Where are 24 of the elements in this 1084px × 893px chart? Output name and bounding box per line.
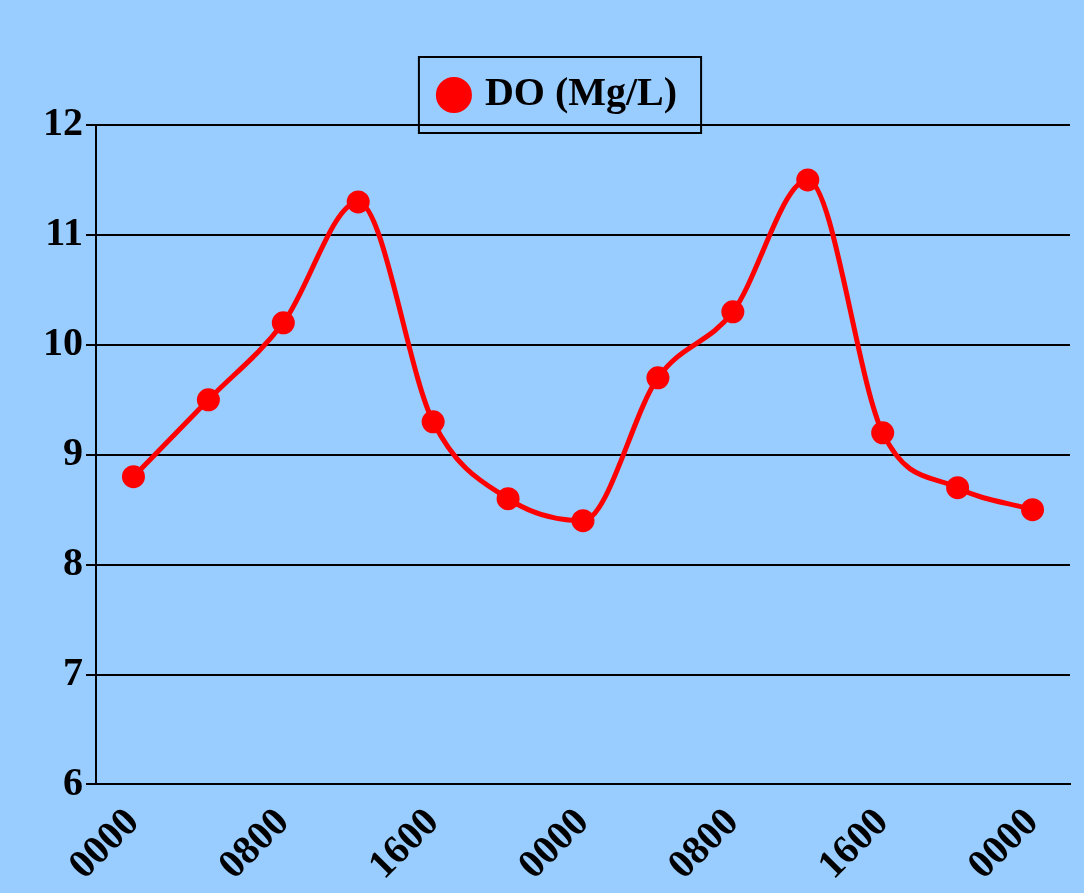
point [946,476,970,500]
point [871,421,895,445]
x-tick-label: 0800 [658,798,747,887]
point [721,300,745,324]
y-tick-label: 8 [63,538,83,584]
point [496,487,520,511]
y-tick-label: 10 [43,319,83,365]
y-tick-label: 11 [45,209,83,255]
point [271,311,295,335]
point [121,465,145,489]
point [1021,498,1045,522]
point [196,388,220,412]
point [796,168,820,192]
legend-label: DO (Mg/L) [484,69,678,115]
x-tick-label: 0800 [208,798,297,887]
y-tick-label: 9 [63,429,83,475]
point [421,410,445,434]
x-tick-label: 0000 [957,798,1047,887]
point [571,509,595,533]
y-tick-label: 12 [43,99,83,145]
point [346,190,370,214]
y-tick-label: 7 [63,648,83,694]
x-tick-label: 0000 [508,798,597,887]
point [646,366,670,390]
